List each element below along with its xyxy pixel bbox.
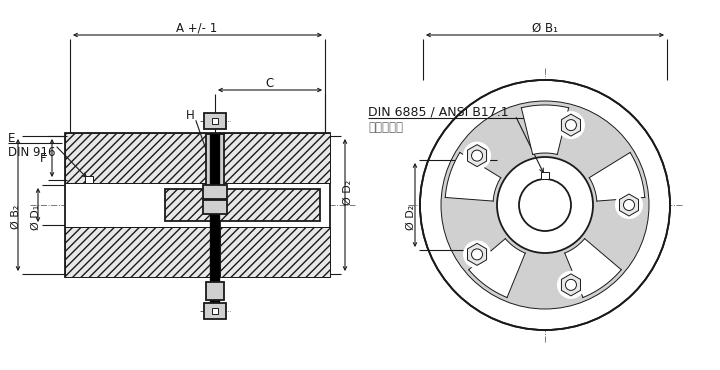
Text: A +/- 1: A +/- 1: [176, 21, 217, 34]
Bar: [212, 308, 218, 314]
Text: C: C: [266, 77, 274, 90]
Polygon shape: [562, 114, 580, 136]
Bar: [220, 133, 330, 183]
Bar: [65, 227, 220, 277]
Wedge shape: [441, 101, 649, 309]
Circle shape: [624, 199, 634, 211]
Wedge shape: [521, 105, 569, 155]
Bar: [212, 118, 218, 124]
Text: F: F: [40, 151, 46, 165]
Bar: [210, 134, 220, 317]
Bar: [204, 303, 226, 319]
Text: H: H: [186, 108, 194, 121]
Circle shape: [420, 80, 670, 330]
Wedge shape: [589, 152, 644, 201]
Wedge shape: [445, 152, 500, 201]
Bar: [203, 185, 227, 199]
Bar: [204, 113, 226, 129]
Circle shape: [557, 111, 585, 139]
Text: Ø D₂: Ø D₂: [406, 205, 416, 230]
Bar: [206, 134, 224, 189]
Bar: [165, 189, 320, 221]
Circle shape: [519, 179, 571, 231]
Polygon shape: [619, 194, 639, 216]
Circle shape: [463, 142, 491, 169]
Circle shape: [472, 150, 482, 161]
Bar: [203, 200, 227, 214]
Bar: [541, 172, 549, 179]
Text: DIN 6885 / ANSI B17.1: DIN 6885 / ANSI B17.1: [368, 105, 508, 118]
Bar: [220, 133, 330, 277]
Circle shape: [472, 249, 482, 260]
Text: Ø B₂: Ø B₂: [11, 205, 21, 229]
Circle shape: [557, 271, 585, 299]
Text: DIN 916: DIN 916: [8, 145, 55, 158]
Bar: [65, 133, 220, 277]
Bar: [206, 282, 224, 300]
Bar: [85, 176, 93, 183]
Text: Ø D₂: Ø D₂: [343, 180, 353, 205]
Wedge shape: [564, 239, 621, 297]
Text: Ø D₁: Ø D₁: [31, 205, 41, 230]
Text: Ø B₁: Ø B₁: [532, 21, 558, 34]
Polygon shape: [467, 145, 487, 166]
Text: 或特殊尺寸: 或特殊尺寸: [368, 121, 403, 134]
Circle shape: [565, 120, 577, 131]
Text: E: E: [8, 131, 15, 145]
Wedge shape: [469, 239, 526, 297]
Bar: [220, 227, 330, 277]
Circle shape: [565, 279, 577, 290]
Bar: [65, 133, 220, 183]
Circle shape: [463, 240, 491, 268]
Circle shape: [615, 191, 643, 219]
Polygon shape: [562, 274, 580, 296]
Polygon shape: [467, 243, 487, 265]
